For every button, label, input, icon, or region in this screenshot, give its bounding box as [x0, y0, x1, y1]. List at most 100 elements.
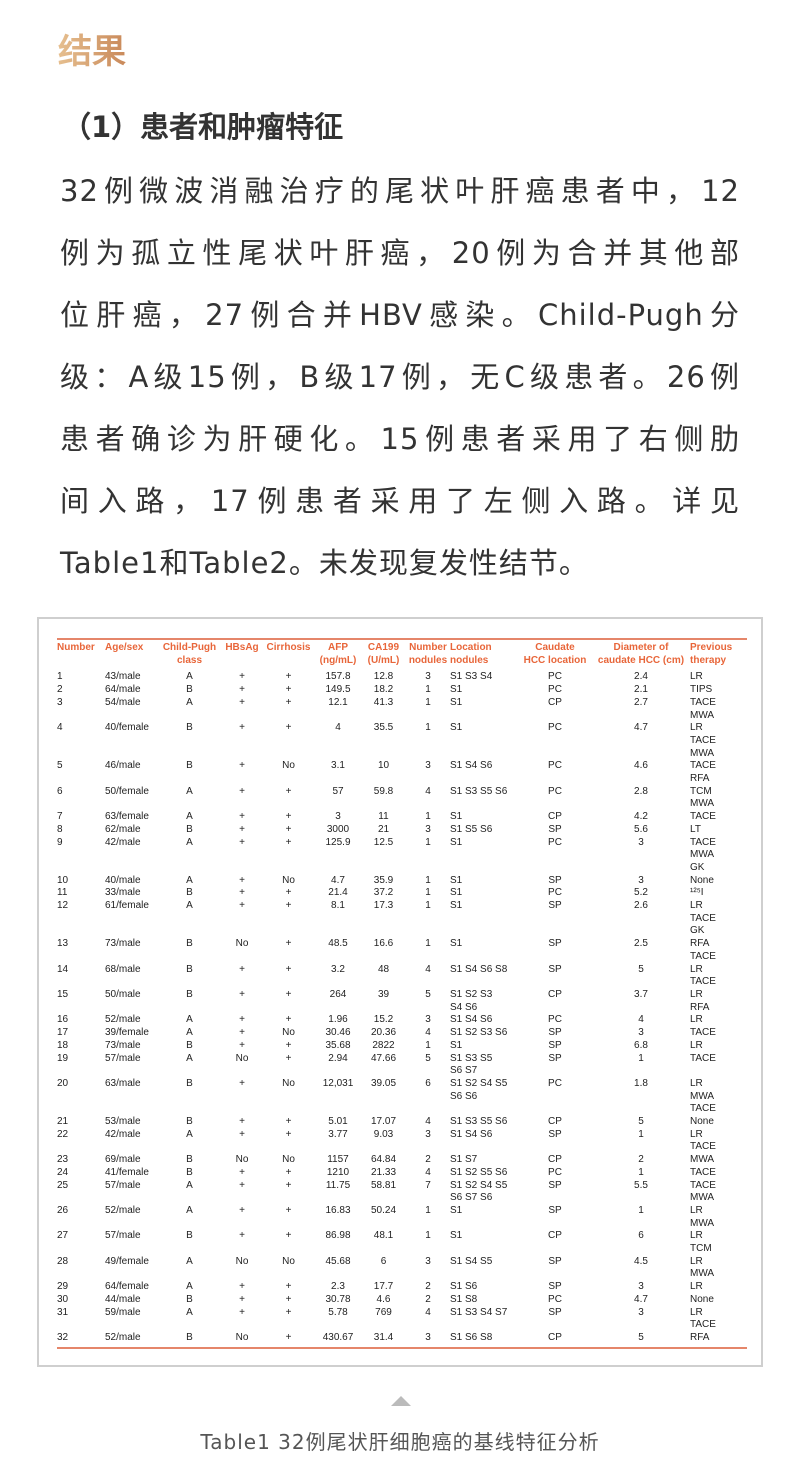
table-cell: 4.7 [634, 1293, 648, 1305]
table-row: 5 46/male B + No 3.1 10 3 S1 S4 S6 PC 4.6 TACE RFA [57, 760, 747, 785]
table-cell: 52/male [105, 1014, 141, 1026]
table-cell-line: S1 [450, 900, 463, 912]
table-row: 19 57/male A No +2.94 47.66 5 S1 S3 S5 S6 S7 SP 1 T… [57, 1053, 747, 1078]
table-cell: 5.01 [328, 1116, 348, 1128]
table-cell: + [285, 938, 292, 950]
column-header-line: nodules [450, 654, 489, 666]
table-cell: + [285, 1293, 292, 1305]
table-cell: 4.5 [634, 1255, 648, 1267]
table-cell: 57/male [105, 1052, 141, 1064]
table-cell: 54/male [105, 696, 141, 708]
table-cell: + [239, 684, 245, 696]
table-cell: SP [548, 1204, 562, 1216]
table-cell: LR [690, 1281, 747, 1294]
table-cell: CP [548, 1116, 562, 1128]
table-cell: 2.5 [634, 938, 648, 950]
table-cell: TACE [690, 1027, 747, 1040]
table-cell: S1 S4 S6 [450, 1129, 518, 1154]
table-cell: No [222, 1331, 262, 1349]
table-cell: 12.1 [328, 696, 348, 708]
table-cell: ¹²⁵I [690, 887, 747, 900]
table-cell-line: S1 S3 S5 S6 [450, 1116, 508, 1128]
table-cell: 1 [425, 938, 431, 950]
table-cell: 1 [425, 1204, 431, 1216]
table-row: 22 42/male A + +3.77 9.03 3 S1 S4 S6 SP 1 LR TACE [57, 1129, 747, 1154]
paragraph-line: 级：A级15例，B级17例，无C级患者。26例 [60, 360, 740, 394]
table-cell: TACE [690, 1053, 747, 1078]
paragraph-line: 位肝癌，27例合并HBV感染。Child-Pugh分 [60, 298, 740, 332]
table-cell: LR TACE [690, 1307, 747, 1332]
table-cell: 22 [57, 1128, 69, 1140]
table-cell-line: GK [690, 925, 705, 937]
table-cell-line: LR [690, 671, 703, 683]
table-row: 17 39/female A + No 30.46 20.36 4 S1 S2 S3 S6 SP 3… [57, 1027, 747, 1040]
table-cell: 4.7 [331, 874, 345, 886]
table-cell: 2.4 [634, 671, 648, 683]
table-row: 20 63/male B + No 12,031 39.05 6 S1 S2 S4 S5 S6 S… [57, 1078, 747, 1116]
table-cell: LR MWA [690, 1256, 747, 1281]
table-cell: + [239, 988, 245, 1000]
table-cell: PC [548, 1077, 562, 1089]
table-cell: LR TACE [690, 964, 747, 989]
column-header: Caudate HCC location [518, 637, 592, 672]
table-cell: S1 S4 S6 [450, 760, 518, 785]
table-cell: B [186, 887, 193, 899]
table-cell: 20 [57, 1077, 69, 1089]
table-row: 28 49/female A No No 45.68 6 3 S1 S4 S5 SP 4.5 LR MW… [57, 1256, 747, 1281]
table-row: 29 64/female A + +2.3 17.7 2 S1 S6 SP 3 LR [57, 1281, 747, 1294]
table-cell-line: LR [690, 1128, 703, 1140]
column-header-line: therapy [690, 654, 727, 666]
table-cell: 17 [57, 1027, 69, 1039]
table-cell-line: TACE [690, 811, 716, 823]
table-cell: S1 [450, 1230, 518, 1255]
table-cell-line: S1 S3 S5 [450, 1052, 493, 1064]
table-cell: S1 [450, 875, 518, 888]
table-cell: S1 S2 S3 S6 [450, 1027, 518, 1040]
table-cell: 1.96 [328, 1014, 348, 1026]
table-cell: LR TACE GK [690, 900, 747, 938]
column-header-line: (U/mL) [367, 654, 400, 666]
table-cell: S1 S2 S5 S6 [450, 1167, 518, 1180]
table-cell-line: LR [690, 963, 703, 975]
table-cell: B [186, 760, 193, 772]
table-cell: 3 [335, 811, 341, 823]
table-cell: None [690, 1294, 747, 1307]
table-cell: 35.5 [373, 722, 394, 734]
table-cell: + [239, 1306, 245, 1318]
table-cell: S1 S8 [450, 1294, 518, 1307]
table-cell: + [239, 811, 245, 823]
table-cell: 3 [425, 671, 431, 683]
table-cell: + [285, 1166, 292, 1178]
table-row: 24 41/female B + +1210 21.33 4 S1 S2 S5 S6 PC 1 TA… [57, 1167, 747, 1180]
column-header-line: Previous [690, 642, 733, 653]
table-cell: 5 [638, 963, 644, 975]
table-cell-line: S1 [450, 1039, 463, 1051]
table-cell-line: MWA [690, 1268, 715, 1280]
table-cell: 10 [377, 760, 390, 772]
table-cell: 39/female [105, 1027, 149, 1039]
table-cell: 6 [425, 1077, 431, 1089]
table-cell-line: LT [690, 823, 701, 835]
column-header: Location nodules [450, 637, 518, 672]
table-cell: 3 [638, 874, 644, 886]
table-cell: + [239, 823, 245, 835]
table-cell: A [186, 1179, 193, 1191]
table-cell: B [157, 1331, 222, 1349]
table-cell: 42/male [105, 1128, 141, 1140]
table-cell: 50.24 [370, 1204, 397, 1216]
column-header-line: Cirrhosis [266, 642, 311, 653]
table-cell: 16 [57, 1014, 69, 1026]
table-cell-line: MWA [690, 1192, 715, 1204]
table-cell: 13 [57, 938, 69, 950]
table-cell-line: TCM [690, 785, 712, 797]
table-cell-line: S4 S6 [450, 1001, 478, 1013]
table-cell: SP [548, 1128, 562, 1140]
table-cell-line: S1 S4 S6 [450, 1128, 493, 1140]
table-cell: 1 [425, 696, 431, 708]
table-cell-line: S1 S4 S6 S8 [450, 963, 508, 975]
table-cell: + [239, 836, 245, 848]
table-cell: 5.78 [328, 1306, 348, 1318]
column-header: AFP (ng/mL) [315, 637, 361, 672]
table-cell: PC [548, 684, 562, 696]
table-cell: 4 [425, 1116, 431, 1128]
